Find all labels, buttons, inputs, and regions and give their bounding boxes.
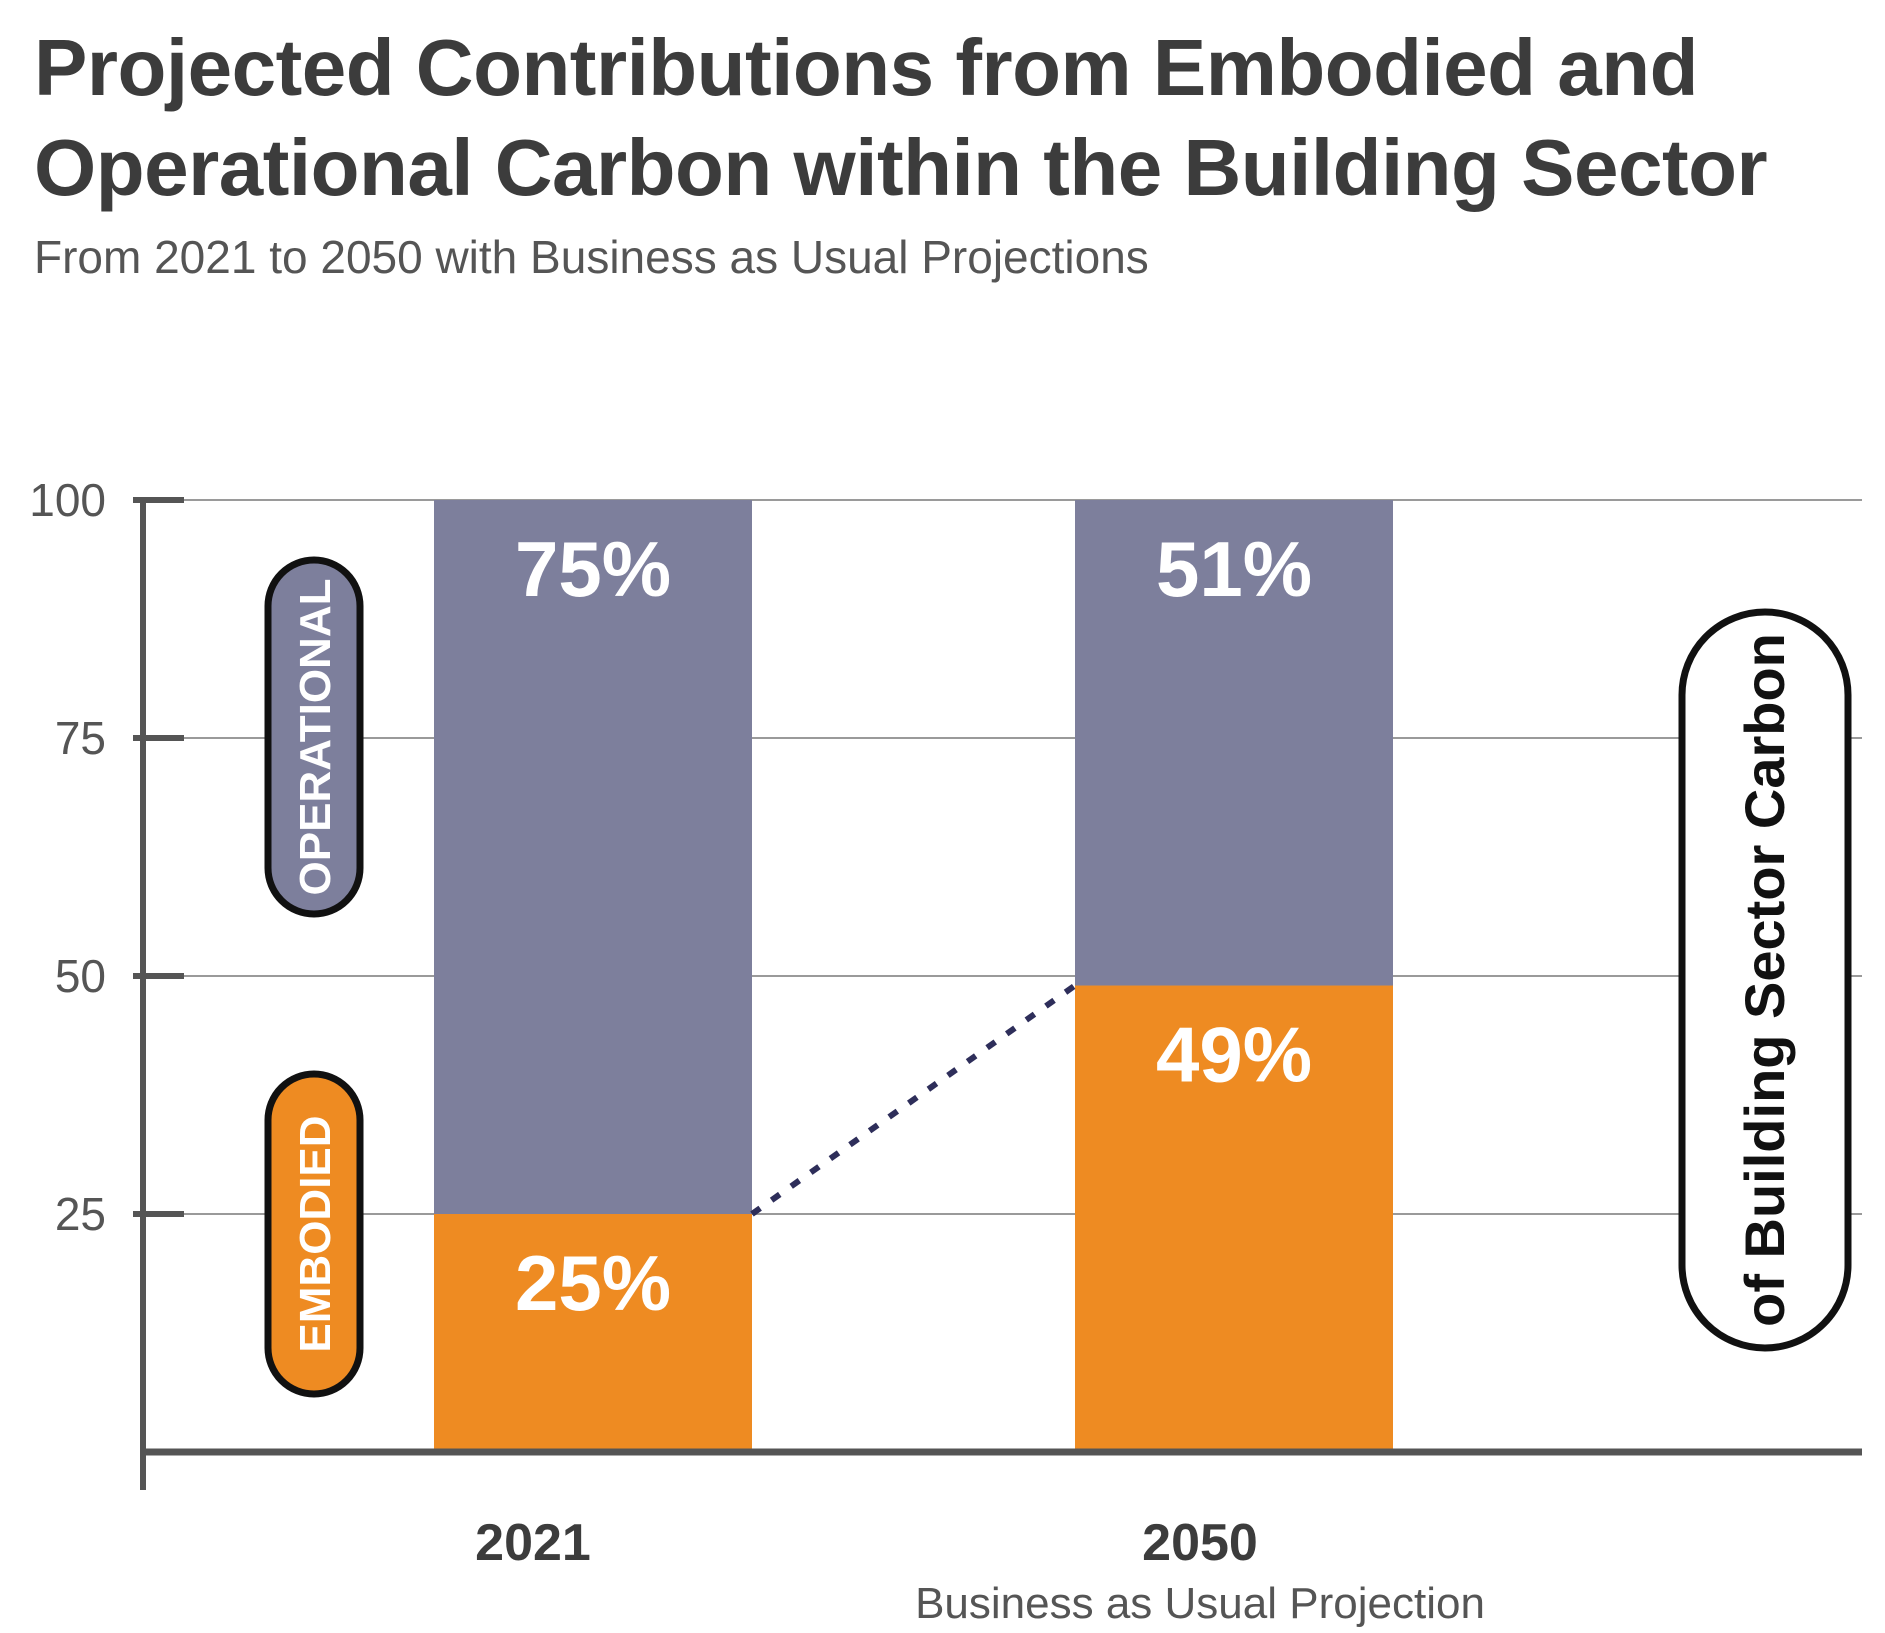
y-tick-label: 25 bbox=[55, 1188, 106, 1240]
y-tick-label: 50 bbox=[55, 950, 106, 1002]
legend-operational: OPERATIONAL bbox=[264, 556, 364, 918]
bar-operational-2021 bbox=[434, 500, 752, 1214]
y-tick-label: 100 bbox=[29, 474, 106, 526]
bar-value-label: 25% bbox=[515, 1239, 671, 1327]
side-annotation-frame bbox=[1678, 608, 1852, 1352]
bar-embodied-2021 bbox=[434, 1214, 752, 1452]
bar-value-label: 49% bbox=[1156, 1011, 1312, 1099]
legend-embodied-label: EMBODIED bbox=[291, 1115, 340, 1352]
legend-operational-label: OPERATIONAL bbox=[291, 579, 340, 896]
bar-embodied-2050 bbox=[1075, 985, 1393, 1452]
connector-top-dotted-line bbox=[750, 983, 1077, 1217]
chart-subtitle: From 2021 to 2050 with Business as Usual… bbox=[34, 231, 1149, 283]
side-annotation-text: of Building Sector Carbon bbox=[1733, 633, 1796, 1327]
legend-embodied: EMBODIED bbox=[264, 1070, 364, 1398]
bar-operational-2050 bbox=[1075, 500, 1393, 986]
bar-value-label: 75% bbox=[515, 525, 671, 613]
y-tick-label: 75 bbox=[55, 712, 106, 764]
x-category-label: 2050 bbox=[1142, 1514, 1258, 1572]
chart-title: Projected Contributions from Embodied an… bbox=[34, 23, 1768, 212]
side-annotation: of Building Sector Carbon bbox=[1678, 608, 1852, 1352]
x-category-label: 2021 bbox=[475, 1514, 591, 1572]
legend-embodied-swatch bbox=[264, 1070, 364, 1398]
legend-operational-swatch bbox=[264, 556, 364, 918]
x-category-sublabel: Business as Usual Projection bbox=[915, 1579, 1485, 1628]
bar-value-label: 51% bbox=[1156, 525, 1312, 613]
